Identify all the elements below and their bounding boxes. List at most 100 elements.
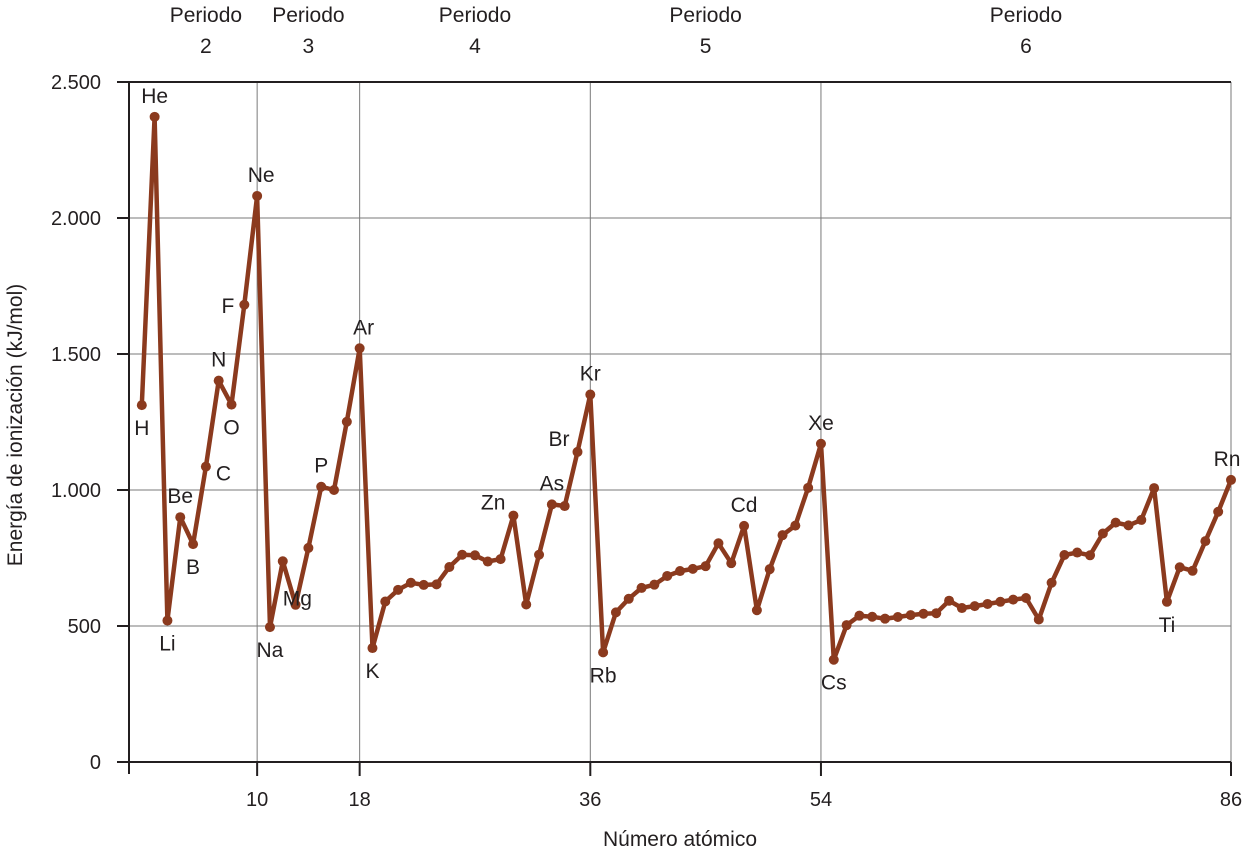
point-label: Rb [590,664,617,687]
x-tick-label: 18 [349,789,371,811]
data-point [841,620,852,631]
data-point [918,608,929,619]
data-point [1187,565,1198,576]
data-point [892,612,903,623]
data-point [764,564,775,575]
x-tick-label: 86 [1220,789,1242,811]
data-point [200,461,211,472]
data-point [585,389,596,400]
data-point [931,608,942,619]
point-label: Kr [580,363,601,386]
data-point [431,579,442,590]
period-layer: Periodo 2 Periodo 3 Periodo 4 Periodo 5 Periodo 6 [170,4,1062,58]
data-point [354,343,365,354]
data-point [905,610,916,621]
period-title: Periodo [990,4,1062,27]
point-label: As [540,472,565,495]
data-point [175,512,186,523]
data-point [969,601,980,612]
y-tick-label: 2.000 [51,208,101,230]
period-number: 3 [303,35,315,58]
data-point [393,584,404,595]
point-label: Br [548,428,569,451]
data-point [687,563,698,574]
data-point [572,446,583,457]
data-point [444,561,455,572]
data-point [188,539,199,550]
data-point [213,375,224,386]
data-point [1059,550,1070,561]
data-point [162,615,173,626]
data-point [649,579,660,590]
period-title: Periodo [669,4,741,27]
data-point [1033,614,1044,625]
data-point [828,654,839,665]
series-layer [136,111,1236,665]
point-label: Cd [731,494,758,517]
data-point [559,501,570,512]
data-point [1085,550,1096,561]
data-point [277,556,288,567]
point-label: P [314,455,328,478]
y-tick-label: 1.500 [51,344,101,366]
data-point [252,190,263,201]
data-point [1072,547,1083,558]
point-label: He [141,85,168,108]
data-point [815,438,826,449]
data-point [636,582,647,593]
data-point [136,400,147,411]
grid-layer [129,81,1232,762]
data-point [1174,562,1185,573]
point-label: Ne [248,164,275,187]
data-point [751,605,762,616]
data-point [662,570,673,581]
data-point [944,595,955,606]
y-axis-title: Energía de ionización (kJ/mol) [4,284,27,566]
data-point [1110,517,1121,528]
data-point [482,556,493,567]
x-tick-label: 10 [246,789,268,811]
data-point [546,499,557,510]
data-point [1149,483,1160,494]
y-tick-label: 2.500 [51,72,101,94]
point-label: F [221,295,234,318]
y-tick-label: 1.000 [51,480,101,502]
data-point [380,596,391,607]
data-point [700,561,711,572]
point-label: Mg [283,587,312,610]
data-point [303,542,314,553]
point-label: Na [257,639,284,662]
point-label: Rn [1214,448,1241,471]
data-point [534,549,545,560]
x-tick-label: 36 [579,789,601,811]
point-label: O [223,417,239,440]
data-point [1213,506,1224,517]
period-number: 6 [1020,35,1032,58]
point-label: N [211,349,226,372]
tick-layer: 0 500 1.000 1.500 2.000 2.500 10 18 36 54 86 [51,72,1242,811]
point-label: Cs [821,672,847,695]
data-point [1020,592,1031,603]
data-point [675,566,685,577]
point-label: Li [159,633,175,656]
point-label: Ti [1159,614,1176,637]
data-point [598,647,609,658]
data-point [1226,474,1236,485]
period-title: Periodo [170,4,242,27]
period-title: Periodo [439,4,511,27]
data-point [1097,528,1108,539]
data-point [880,613,891,624]
data-point [457,549,468,560]
point-label: K [365,660,379,683]
period-number: 4 [469,35,481,58]
data-point [1046,577,1057,588]
x-tick-label: 54 [810,789,832,811]
point-label: Xe [808,412,834,435]
data-point [790,520,801,531]
data-point [1008,594,1019,605]
data-point [521,599,532,610]
data-point [803,482,814,493]
point-label: B [186,556,200,579]
